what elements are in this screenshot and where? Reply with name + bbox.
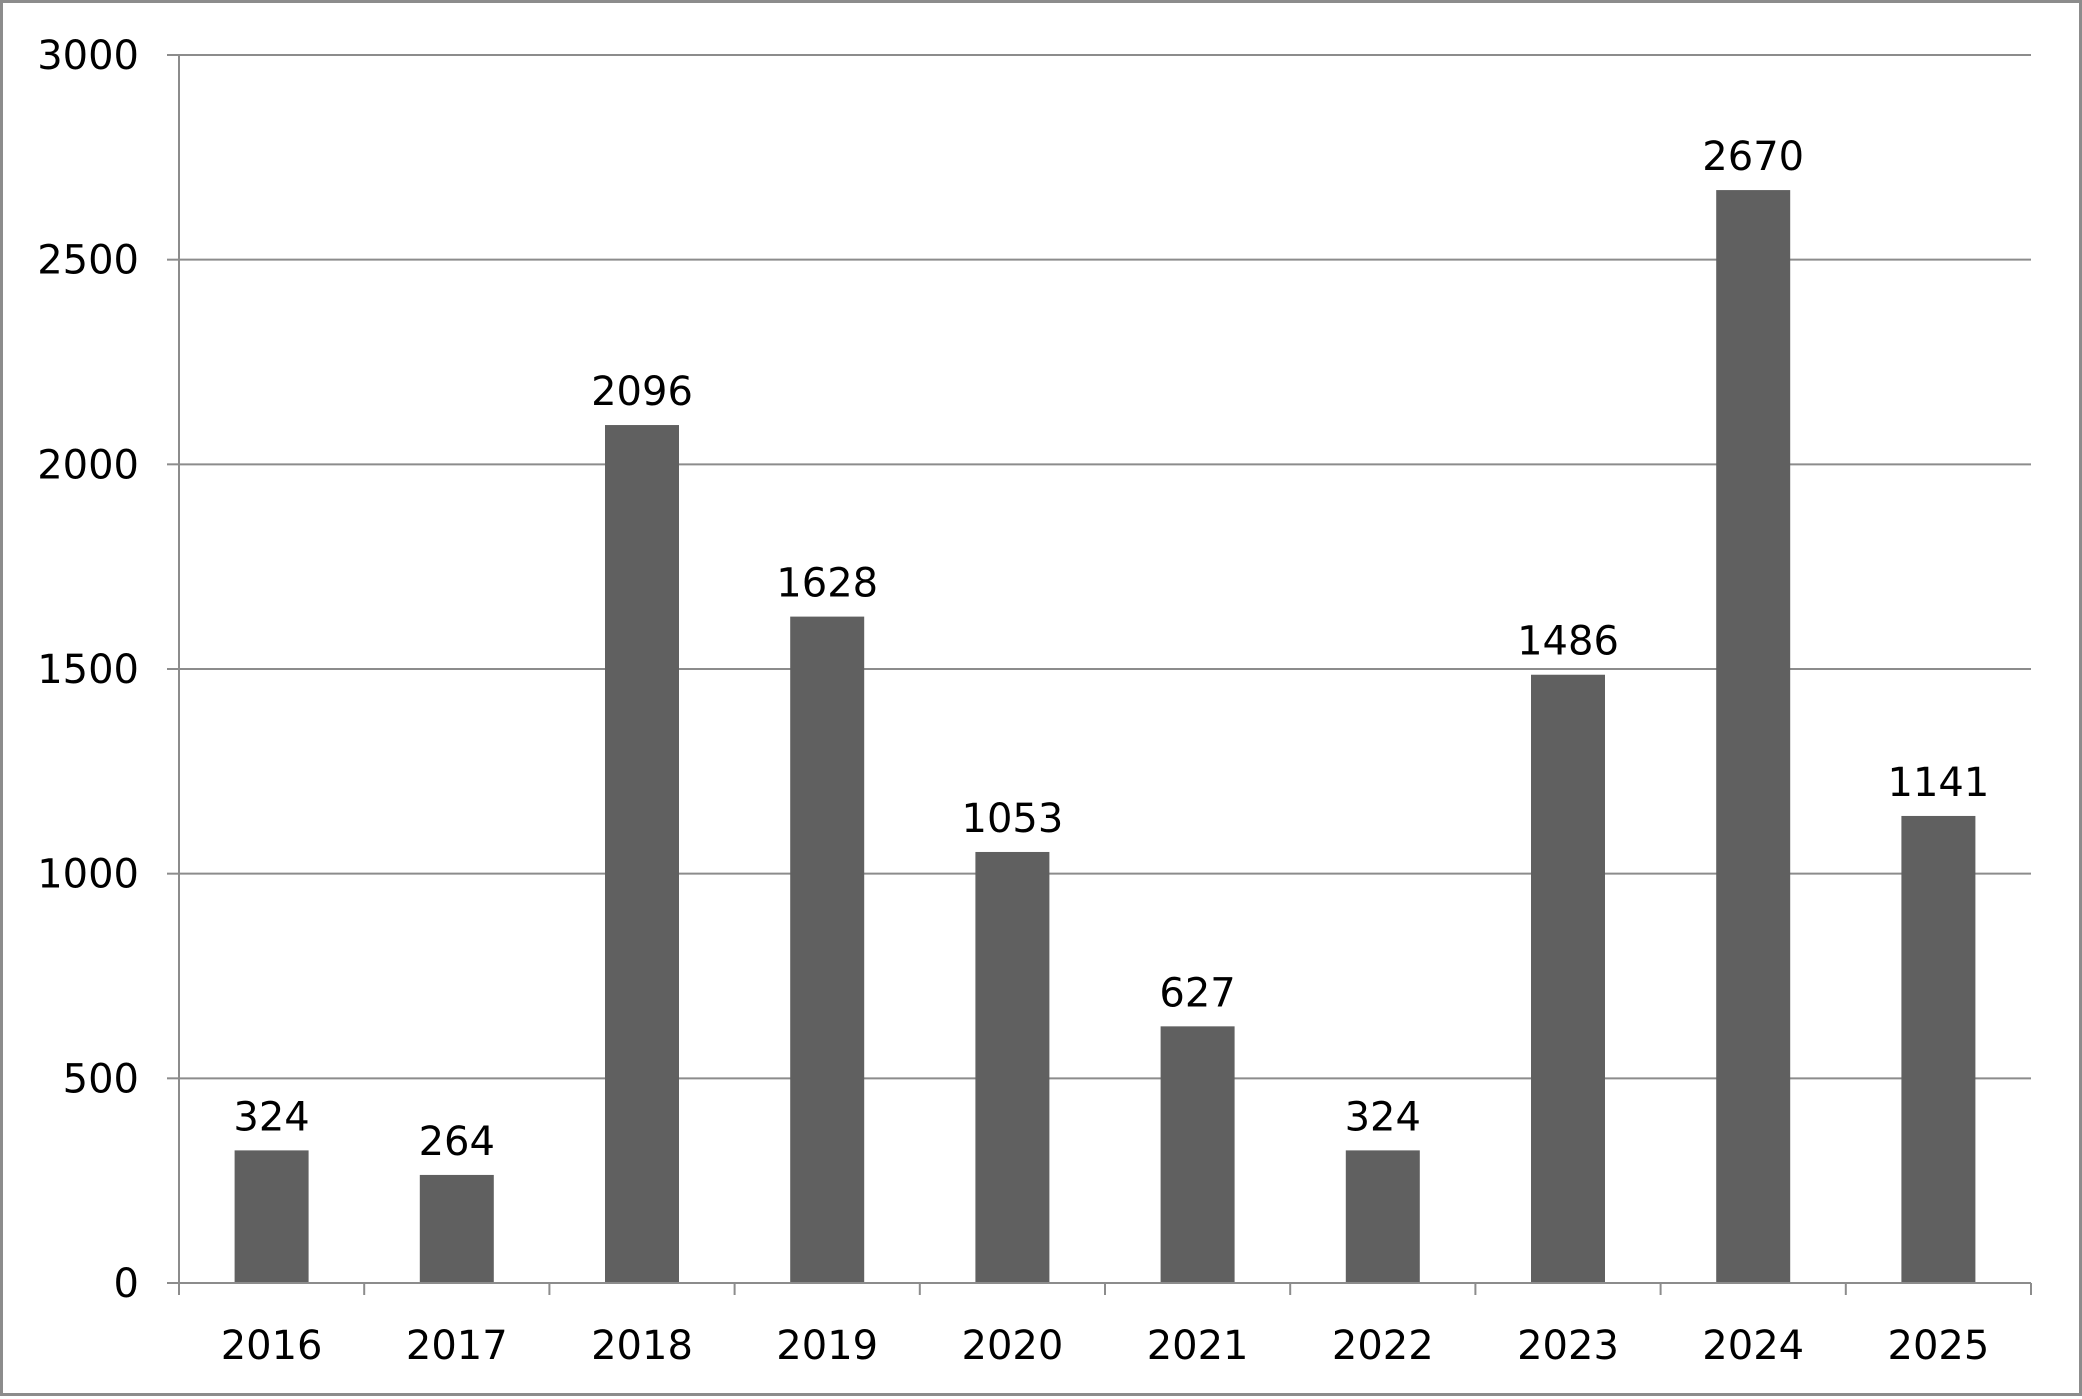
x-tick-label-2020: 2020 bbox=[962, 1323, 1064, 1369]
bar-2025 bbox=[1901, 815, 1976, 1283]
data-label-2024: 2670 bbox=[1702, 134, 1804, 180]
y-tick-label: 500 bbox=[63, 1056, 139, 1102]
x-tick-label-2017: 2017 bbox=[406, 1323, 508, 1369]
x-tick-label-2018: 2018 bbox=[591, 1323, 693, 1369]
x-tick-label-2016: 2016 bbox=[221, 1323, 323, 1369]
data-label-2025: 1141 bbox=[1888, 760, 1990, 806]
bar-2024 bbox=[1716, 190, 1791, 1284]
bar-2021 bbox=[1160, 1026, 1235, 1283]
bar-2018 bbox=[605, 425, 679, 1283]
data-label-2020: 1053 bbox=[962, 796, 1064, 842]
y-tick-label: 2000 bbox=[37, 442, 139, 488]
x-tick-label-2021: 2021 bbox=[1147, 1323, 1249, 1369]
data-label-2017: 264 bbox=[419, 1119, 495, 1165]
x-tick-label-2022: 2022 bbox=[1332, 1323, 1434, 1369]
y-tick-label: 3000 bbox=[37, 33, 139, 79]
y-tick-label: 1000 bbox=[37, 852, 139, 898]
y-tick-label: 0 bbox=[114, 1261, 139, 1307]
bar-2022 bbox=[1345, 1150, 1420, 1283]
x-tick-label-2019: 2019 bbox=[776, 1323, 878, 1369]
labels: 0 500 1000 1500 2000 2500 3000 324 2016 264 2017 20… bbox=[37, 33, 1989, 1369]
data-label-2019: 1628 bbox=[776, 561, 878, 607]
data-label-2023: 1486 bbox=[1517, 619, 1619, 665]
bar-2019 bbox=[790, 616, 865, 1283]
x-tick-label-2023: 2023 bbox=[1517, 1323, 1619, 1369]
axes bbox=[167, 54, 2032, 1295]
data-label-2021: 627 bbox=[1159, 970, 1235, 1016]
data-label-2022: 324 bbox=[1345, 1094, 1421, 1140]
bar-2016 bbox=[234, 1150, 309, 1283]
y-tick-label: 2500 bbox=[37, 238, 139, 284]
x-tick-label-2024: 2024 bbox=[1702, 1323, 1804, 1369]
bar-2023 bbox=[1531, 674, 1605, 1283]
bar-chart: 0 500 1000 1500 2000 2500 3000 324 2016 264 2017 20… bbox=[37, 33, 2032, 1369]
x-tick-label-2025: 2025 bbox=[1888, 1323, 1990, 1369]
bar-2020 bbox=[975, 851, 1050, 1283]
data-label-2018: 2096 bbox=[591, 369, 693, 415]
y-tick-label: 1500 bbox=[37, 647, 139, 693]
bar-2017 bbox=[419, 1174, 494, 1283]
data-label-2016: 324 bbox=[233, 1094, 309, 1140]
bars bbox=[234, 190, 1976, 1284]
